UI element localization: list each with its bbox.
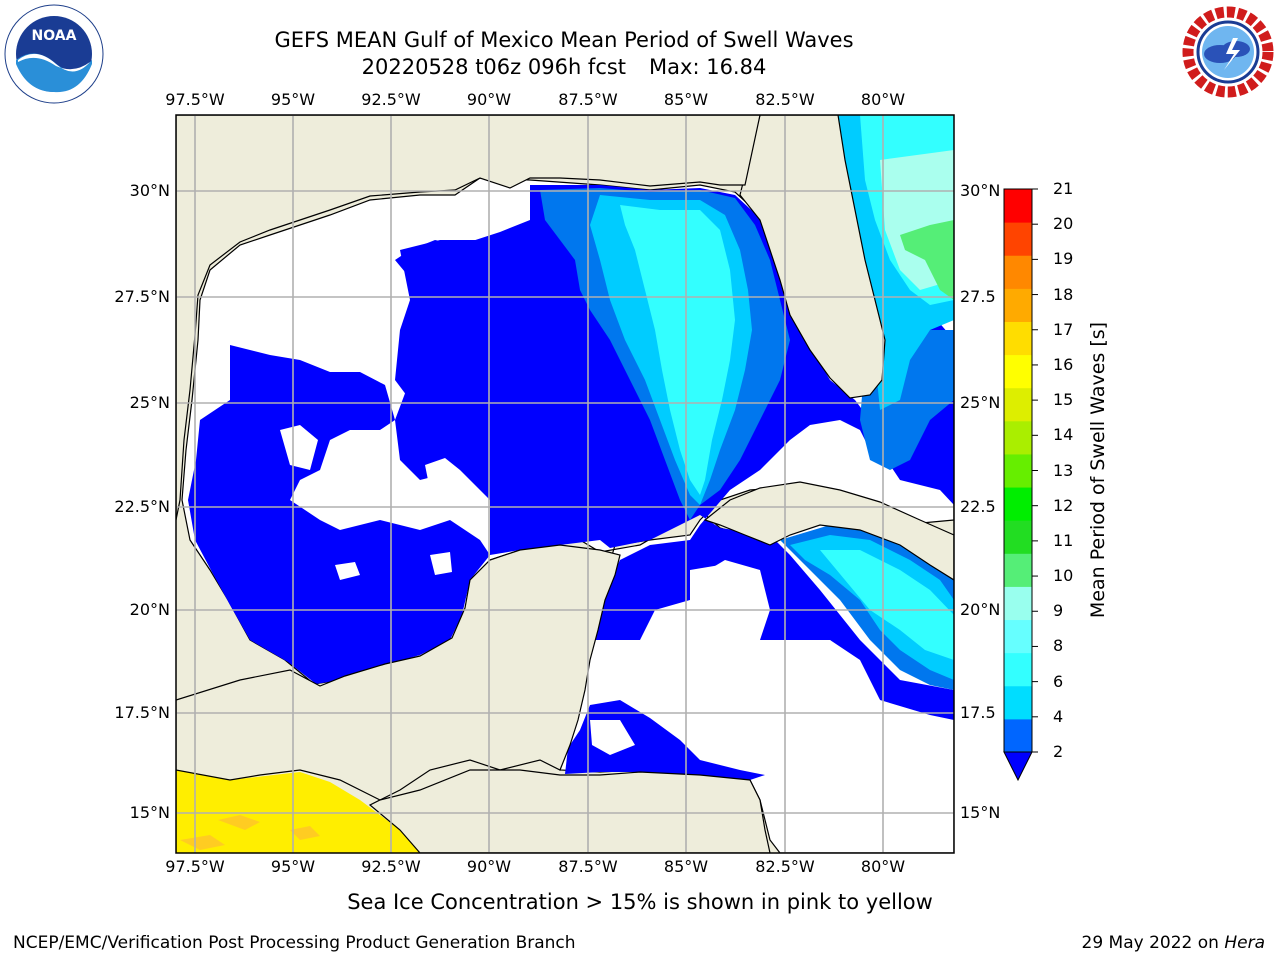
lon-tick-top: 92.5°W [361,90,421,109]
colorbar-swatch [1004,652,1032,687]
colorbar-tick-label: 12 [1053,495,1074,515]
lon-tick-bottom: 82.5°W [755,857,815,876]
lat-tick-right: 17.5 [960,703,996,722]
lat-tick-left: 15°N [129,803,170,822]
colorbar-tick-label: 20 [1053,214,1074,234]
colorbar-swatch [1004,685,1032,720]
colorbar-tick-label: 15 [1053,390,1074,410]
colorbar-tick-label: 2 [1053,742,1064,761]
colorbar-tick-label: 6 [1053,671,1064,691]
lat-tick-left: 30°N [129,181,170,200]
lat-tick-left: 20°N [129,600,170,619]
colorbar [1003,188,1038,782]
date-stamp-text: 29 May 2022 on [1081,933,1219,953]
colorbar-tick-label: 10 [1053,566,1074,586]
colorbar-tick-label: 9 [1053,601,1064,621]
gridlines [176,115,954,853]
lon-tick-top: 90°W [466,90,512,109]
max-value: Max: 16.84 [649,55,767,79]
lat-tick-right: 25°N [960,393,1001,412]
colorbar-tick-label: 14 [1053,425,1074,445]
lon-tick-top: 85°W [663,90,709,109]
swell-region-9-10s [900,220,954,300]
lon-tick-bottom: 92.5°W [361,857,421,876]
colorbar-tick-label: 16 [1053,354,1074,374]
colorbar-extend-arrow [1003,751,1033,782]
swell-region-16-17s [180,815,320,850]
us-gulf-coast [176,115,761,521]
colorbar-swatch [1004,255,1032,289]
colorbar-swatch [1004,718,1032,753]
colorbar-tick-label: 18 [1053,284,1074,304]
colorbar-swatch [1004,354,1032,389]
colorbar-tick-label: 17 [1053,319,1074,339]
yucatan-peninsula [176,544,621,853]
host-name: Hera [1224,933,1265,953]
date-stamp: 29 May 2022 on Hera [1082,933,1266,953]
colorbar-tick-label: 4 [1053,706,1064,726]
lon-tick-bottom: 87.5°W [558,857,618,876]
colorbar-swatch [1004,387,1032,422]
lat-tick-right: 30°N [960,181,1001,200]
lat-tick-left: 17.5°N [114,703,170,722]
colorbar-label-text: Mean Period of Swell Waves [s] [1087,321,1109,619]
map-frame [175,114,955,854]
colorbar-swatch [1004,553,1032,587]
lat-tick-left: 27.5°N [114,287,170,306]
lon-tick-top: 87.5°W [558,90,618,109]
colorbar-tick-label: 19 [1053,249,1074,269]
colorbar-swatch [1004,288,1032,322]
svg-text:NOAA: NOAA [32,28,77,44]
lat-tick-right: 22.5 [960,497,996,516]
swell-region-15-16s [176,770,420,853]
lon-tick-bottom: 80°W [860,857,906,876]
sea-ice-note: Sea Ice Concentration > 15% is shown in … [347,890,933,914]
colorbar-swatch [1004,586,1032,621]
lon-tick-top: 97.5°W [165,90,225,109]
noaa-logo: NOAA [4,4,104,104]
lon-tick-bottom: 95°W [270,857,316,876]
lat-tick-left: 22.5°N [114,497,170,516]
colorbar-swatch [1004,487,1032,521]
swell-region-6-8s [620,205,735,495]
colorbar-swatch [1004,520,1032,554]
lon-tick-top: 80°W [860,90,906,109]
lon-tick-top: 95°W [270,90,316,109]
lat-tick-left: 25°N [129,393,170,412]
colorbar-tick-label: 21 [1053,179,1074,198]
colorbar-swatch [1004,189,1032,223]
lon-tick-bottom: 85°W [663,857,709,876]
chart-title: GEFS MEAN Gulf of Mexico Mean Period of … [274,28,854,52]
lon-tick-bottom: 97.5°W [165,857,225,876]
lon-tick-bottom: 90°W [466,857,512,876]
colorbar-tick-label: 8 [1053,636,1064,656]
colorbar-swatch [1004,222,1032,256]
colorbar-tick-label: 13 [1053,460,1074,480]
lon-tick-top: 82.5°W [755,90,815,109]
colorbar-tick-label: 11 [1053,530,1074,550]
nws-logo [1180,4,1276,100]
colorbar-swatch [1004,321,1032,356]
lat-tick-right: 20°N [960,600,1001,619]
colorbar-swatch [1004,453,1032,488]
swell-region-under-2s-central [395,235,530,400]
credit-line: NCEP/EMC/Verification Post Processing Pr… [13,933,576,953]
chart-subtitle: 20220528 t06z 096h fcst Max: 16.84 [0,54,1128,80]
swell-region-6-8s-caribbean [820,550,954,660]
forecast-date: 20220528 t06z 096h fcst [361,55,627,79]
lat-tick-right: 27.5 [960,287,996,306]
colorbar-swatch [1004,420,1032,455]
central-america [368,769,771,853]
colorbar-swatch [1004,619,1032,654]
swell-region-under-2s-west [188,345,490,684]
lat-tick-right: 15°N [960,803,1001,822]
florida [739,115,886,399]
